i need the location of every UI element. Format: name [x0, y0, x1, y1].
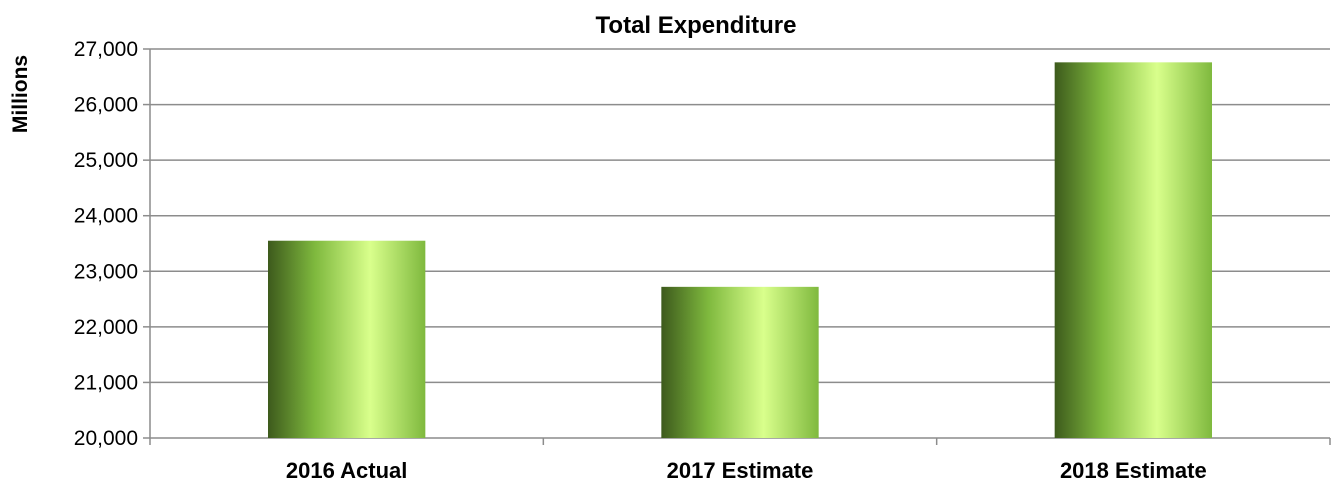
- bar-2016-actual: [268, 240, 426, 438]
- x-tick-labels: 2016 Actual 2017 Estimate 2018 Estimate: [286, 458, 1207, 483]
- y-tick-label: 26,000: [74, 94, 138, 117]
- y-tick-label: 20,000: [74, 427, 138, 450]
- y-tick-labels: 20,000 21,000 22,000 23,000 24,000 25,000 26,0…: [74, 38, 138, 450]
- x-tick-label: 2016 Actual: [286, 458, 407, 482]
- y-tick-label: 24,000: [74, 205, 138, 228]
- bar-2017-estimate: [661, 286, 819, 438]
- bar-2018-estimate: [1054, 62, 1212, 438]
- chart-title: Total Expenditure: [596, 12, 797, 39]
- y-axis-title: Millions: [9, 55, 32, 133]
- y-tick-label: 22,000: [74, 316, 138, 339]
- y-tick-label: 21,000: [74, 371, 138, 394]
- bars: [268, 62, 1212, 438]
- x-tick-label: 2017 Estimate: [667, 458, 814, 482]
- x-tick-label: 2018 Estimate: [1060, 458, 1207, 482]
- y-tick-label: 27,000: [74, 38, 138, 61]
- y-tick-label: 23,000: [74, 260, 138, 283]
- y-tick-label: 25,000: [74, 149, 138, 172]
